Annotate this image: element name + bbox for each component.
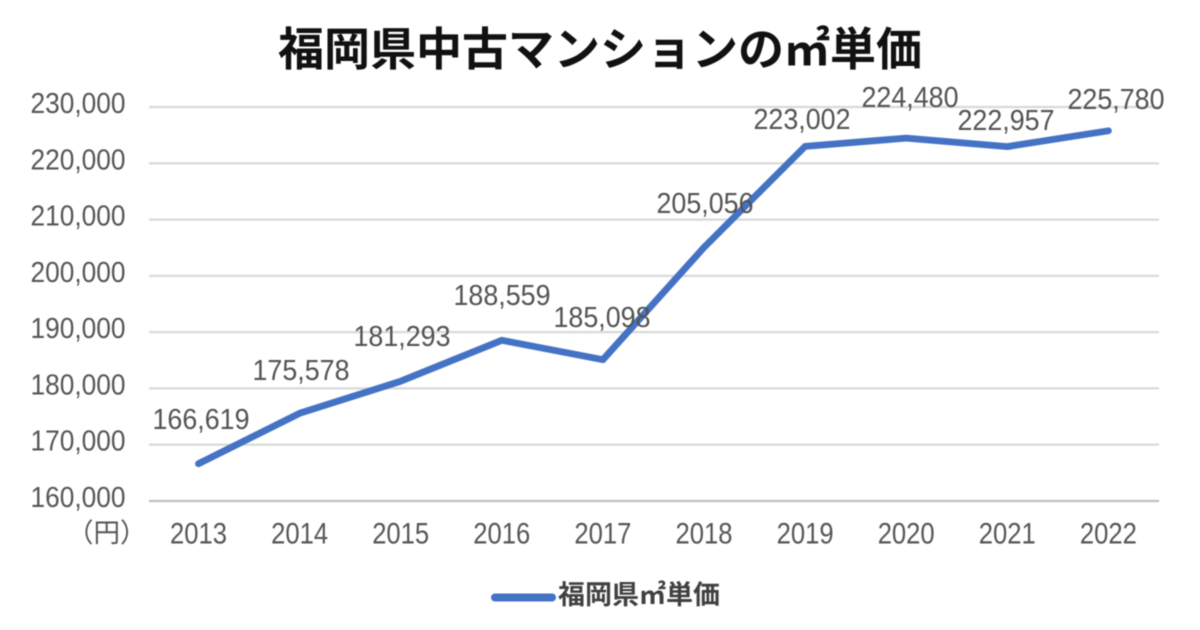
svg-text:2018: 2018 (676, 518, 733, 551)
svg-text:200,000: 200,000 (31, 257, 126, 289)
svg-text:170,000: 170,000 (31, 426, 126, 458)
svg-text:181,293: 181,293 (354, 321, 451, 353)
svg-text:2013: 2013 (170, 518, 227, 551)
svg-text:2014: 2014 (271, 518, 328, 551)
svg-text:230,000: 230,000 (31, 88, 126, 120)
svg-text:188,559: 188,559 (454, 280, 551, 312)
svg-text:222,957: 222,957 (958, 105, 1055, 137)
svg-text:205,056: 205,056 (657, 188, 754, 220)
svg-text:2020: 2020 (878, 518, 935, 551)
svg-text:2019: 2019 (777, 518, 834, 551)
svg-text:190,000: 190,000 (31, 313, 126, 345)
svg-text:2022: 2022 (1080, 518, 1137, 551)
svg-text:225,780: 225,780 (1068, 84, 1165, 116)
svg-text:185,098: 185,098 (554, 302, 651, 334)
svg-text:2021: 2021 (979, 518, 1036, 551)
svg-text:210,000: 210,000 (31, 201, 126, 233)
svg-text:2016: 2016 (473, 518, 530, 551)
svg-text:220,000: 220,000 (31, 144, 126, 176)
svg-text:180,000: 180,000 (31, 369, 126, 401)
svg-text:175,578: 175,578 (253, 355, 350, 387)
svg-text:2017: 2017 (574, 518, 631, 551)
svg-text:223,002: 223,002 (754, 104, 851, 136)
svg-text:2015: 2015 (372, 518, 429, 551)
svg-text:160,000: 160,000 (31, 482, 126, 514)
svg-text:166,619: 166,619 (153, 404, 250, 436)
svg-text:224,480: 224,480 (862, 82, 959, 114)
